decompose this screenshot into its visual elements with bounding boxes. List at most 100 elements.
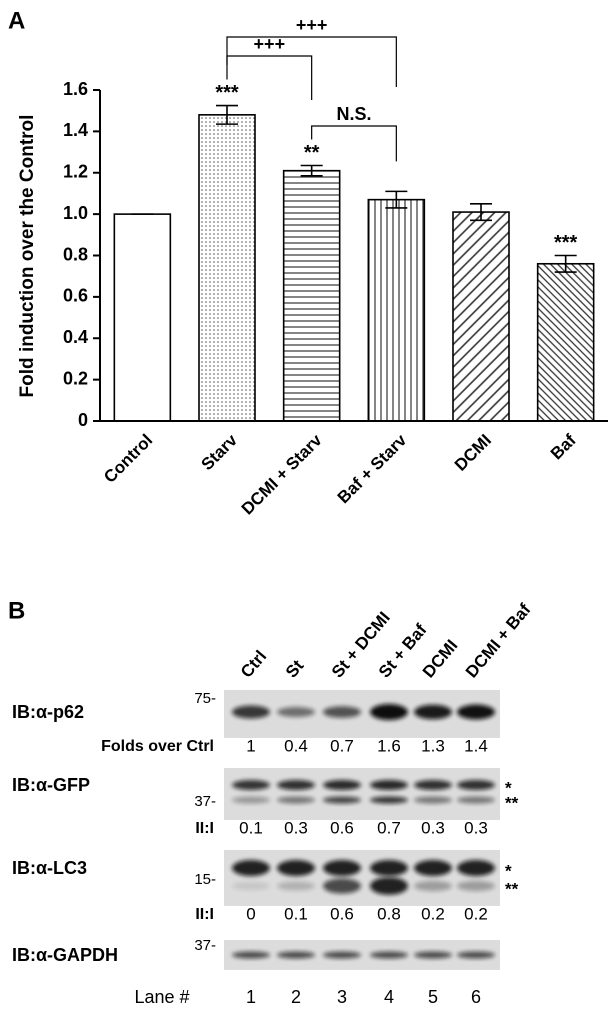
y-tick-label: 1.6 <box>63 79 88 99</box>
y-tick-label: 0.4 <box>63 327 88 347</box>
quant-value: 0.7 <box>330 736 354 755</box>
lane-label: Lane # <box>134 987 189 1007</box>
x-tick-label: Baf + Starv <box>334 430 411 507</box>
blot-band <box>232 796 270 804</box>
quant-value: 0.6 <box>330 818 354 837</box>
blot-label: IB:α-p62 <box>12 702 84 722</box>
blot-band <box>323 706 361 718</box>
blot-band <box>277 951 315 959</box>
x-tick-label: Baf <box>547 430 580 463</box>
y-axis-label: Fold induction over the Control <box>17 115 38 398</box>
lane-name: Ctrl <box>237 647 270 682</box>
band-marker: ** <box>505 793 519 812</box>
blot-label: IB:α-LC3 <box>12 858 87 878</box>
blot-band <box>277 796 315 804</box>
blot-band <box>232 882 270 890</box>
band-marker: * <box>505 778 512 797</box>
band-marker: ** <box>505 879 519 898</box>
blot-membrane <box>224 690 500 738</box>
error-bar <box>470 202 492 222</box>
lane-name: DCMI <box>419 636 461 682</box>
quant-value: 0.1 <box>284 904 308 923</box>
comparison-label: +++ <box>254 34 286 54</box>
blot-membrane <box>224 850 500 906</box>
significance-label: *** <box>215 82 239 104</box>
size-marker: 37- <box>194 937 216 954</box>
bar <box>282 169 341 422</box>
y-tick-label: 1.4 <box>63 120 88 140</box>
blot-band <box>277 881 315 891</box>
blot-band <box>232 780 270 790</box>
significance-label: *** <box>554 232 578 254</box>
quant-value: 1.4 <box>464 736 488 755</box>
quant-value: 0.3 <box>284 818 308 837</box>
comparison-label: N.S. <box>336 104 371 124</box>
blot-band <box>414 780 452 790</box>
y-tick-label: 0.2 <box>63 368 88 388</box>
quant-value: 0.8 <box>377 904 401 923</box>
blot-label: IB:α-GAPDH <box>12 945 118 965</box>
bar <box>452 211 510 422</box>
comparison-label: +++ <box>296 15 328 35</box>
quant-value: 1 <box>246 736 255 755</box>
blot-band <box>370 877 408 895</box>
lane-name: DCMI + Baf <box>462 600 535 682</box>
error-bar <box>385 190 408 209</box>
lane-number: 4 <box>384 987 394 1007</box>
blot-band <box>414 860 452 876</box>
blot-band <box>232 705 270 719</box>
quant-value: 0.2 <box>421 904 445 923</box>
panel-label: A <box>8 7 25 34</box>
bar <box>367 198 426 422</box>
lane-number: 6 <box>471 987 481 1007</box>
x-tick-label: Control <box>100 431 156 487</box>
quant-value: 0.2 <box>464 904 488 923</box>
x-tick-label: DCMI + Starv <box>238 430 326 518</box>
bar <box>113 213 172 422</box>
blot-band <box>277 707 315 717</box>
blot-band <box>323 860 361 876</box>
blot-band <box>457 880 495 892</box>
quant-value: 1.3 <box>421 736 445 755</box>
blot-band <box>323 951 361 959</box>
blot-band <box>457 796 495 804</box>
comparison-bracket <box>226 55 313 100</box>
lane-number: 5 <box>428 987 438 1007</box>
blot-band <box>457 780 495 790</box>
lane-name: St <box>282 656 308 681</box>
quant-value: 0.1 <box>239 818 263 837</box>
comparison-bracket <box>226 36 397 87</box>
blot-band <box>232 951 270 959</box>
size-marker: 15- <box>194 871 216 888</box>
y-tick-label: 0.8 <box>63 244 88 264</box>
quant-value: 0.6 <box>330 904 354 923</box>
size-marker: 37- <box>194 793 216 810</box>
quant-value: 0.4 <box>284 736 308 755</box>
quant-value: 0.3 <box>464 818 488 837</box>
size-marker: 75- <box>194 690 216 707</box>
quant-value: 0.3 <box>421 818 445 837</box>
blot-band <box>323 796 361 804</box>
blot-band <box>457 951 495 959</box>
lane-number: 1 <box>246 987 256 1007</box>
blot-band <box>370 704 408 720</box>
blot-band <box>370 951 408 959</box>
bar <box>536 262 595 422</box>
blot-membrane <box>224 768 500 820</box>
blot-band <box>323 878 361 894</box>
blot-band <box>457 704 495 720</box>
lane-number: 2 <box>291 987 301 1007</box>
bar <box>198 114 256 422</box>
y-tick-label: 1.2 <box>63 162 88 182</box>
comparison-bracket <box>311 125 397 162</box>
error-bar <box>300 164 323 177</box>
y-tick-label: 0 <box>78 410 88 430</box>
lane-number: 3 <box>337 987 347 1007</box>
error-bar <box>216 104 238 125</box>
panel-label: B <box>8 597 25 624</box>
quant-label: Folds over Ctrl <box>101 738 214 755</box>
blot-band <box>414 880 452 892</box>
y-tick-label: 0.6 <box>63 286 88 306</box>
significance-label: ** <box>304 142 320 164</box>
